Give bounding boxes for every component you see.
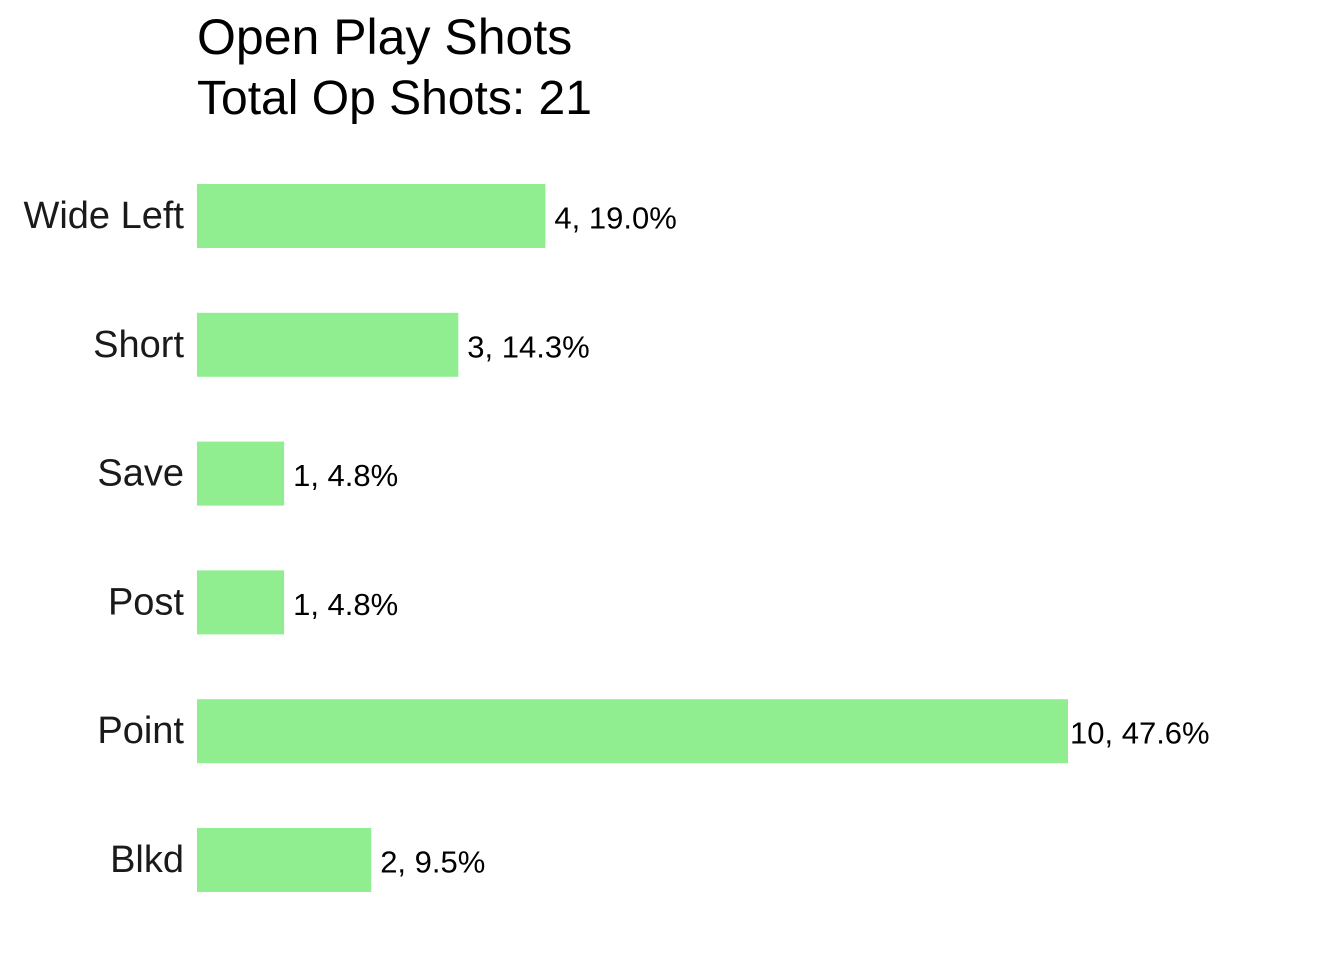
category-label: Wide Left bbox=[23, 195, 184, 237]
bar bbox=[197, 184, 546, 248]
category-label: Post bbox=[108, 581, 184, 623]
chart-subtitle: Total Op Shots: 21 bbox=[197, 72, 592, 125]
bar bbox=[197, 312, 459, 377]
data-label: 1, 4.8% bbox=[293, 587, 398, 622]
category-label: Blkd bbox=[110, 839, 184, 881]
bar bbox=[197, 699, 1068, 764]
bar bbox=[197, 570, 285, 635]
data-label: 4, 19.0% bbox=[554, 201, 676, 236]
data-label: 3, 14.3% bbox=[467, 329, 589, 364]
chart-title: Open Play Shots bbox=[197, 9, 573, 65]
bar bbox=[197, 441, 285, 506]
category-label: Point bbox=[97, 710, 184, 752]
category-label: Short bbox=[93, 324, 184, 366]
data-label: 10, 47.6% bbox=[1070, 716, 1210, 751]
data-label: 1, 4.8% bbox=[293, 458, 398, 493]
bar bbox=[197, 828, 372, 892]
category-label: Save bbox=[97, 453, 184, 495]
data-label: 2, 9.5% bbox=[380, 845, 485, 880]
